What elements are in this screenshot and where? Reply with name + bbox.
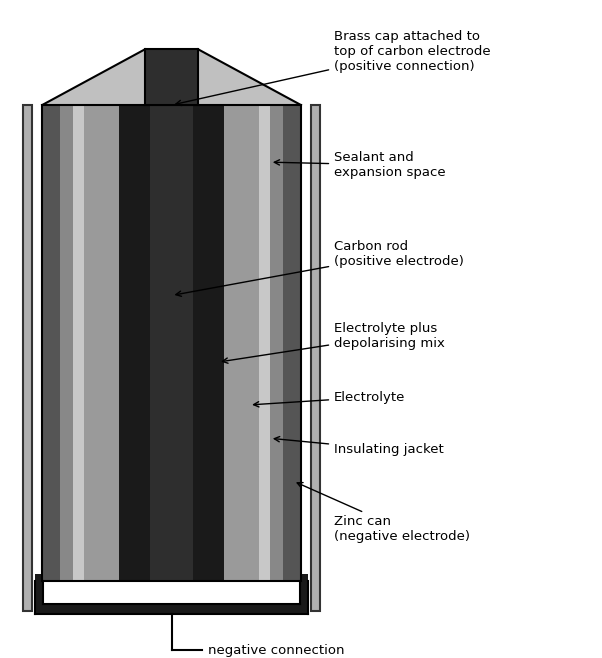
Bar: [224, 105, 259, 581]
Bar: [311, 105, 320, 611]
Bar: [150, 105, 193, 581]
Bar: [42, 105, 301, 581]
Bar: [84, 105, 119, 581]
Text: Insulating jacket: Insulating jacket: [275, 436, 444, 456]
Text: Electrolyte plus
depolarising mix: Electrolyte plus depolarising mix: [223, 322, 445, 363]
Text: Sealant and
expansion space: Sealant and expansion space: [275, 151, 445, 179]
Bar: [270, 105, 283, 581]
Bar: [42, 105, 301, 581]
Bar: [145, 49, 198, 105]
Bar: [283, 105, 301, 581]
Polygon shape: [42, 49, 145, 105]
Bar: [42, 105, 60, 581]
Text: negative connection: negative connection: [208, 644, 344, 657]
Text: Zinc can
(negative electrode): Zinc can (negative electrode): [297, 482, 470, 544]
Bar: [60, 105, 73, 581]
Polygon shape: [198, 49, 301, 105]
Bar: [73, 105, 84, 581]
Text: Electrolyte: Electrolyte: [253, 391, 406, 407]
Bar: [259, 105, 270, 581]
Text: Carbon rod
(positive electrode): Carbon rod (positive electrode): [176, 240, 464, 296]
Bar: [35, 604, 308, 614]
Bar: [35, 574, 43, 614]
Bar: [43, 581, 300, 604]
Bar: [36, 43, 307, 105]
Bar: [300, 574, 308, 614]
Text: Brass cap attached to
top of carbon electrode
(positive connection): Brass cap attached to top of carbon elec…: [176, 30, 491, 105]
Bar: [23, 105, 32, 611]
